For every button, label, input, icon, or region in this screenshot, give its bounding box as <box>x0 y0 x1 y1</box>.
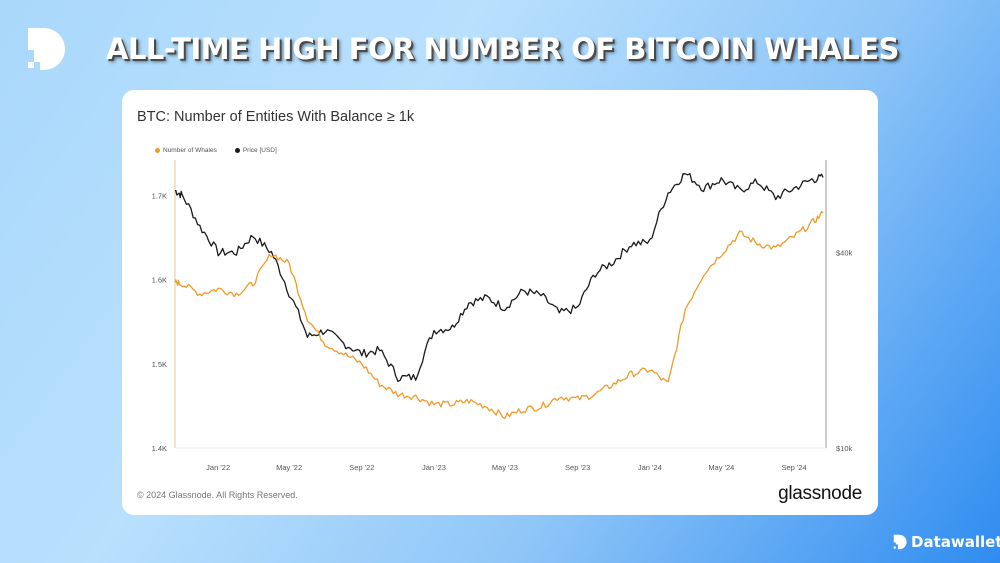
y-left-tick-label: 1.6K <box>152 276 167 285</box>
price-line <box>174 173 824 383</box>
legend-item-price[interactable]: Price [USD] <box>234 147 277 154</box>
y-right-tick-label: $10k <box>836 444 853 453</box>
chart-card: BTC: Number of Entities With Balance ≥ 1… <box>122 90 878 515</box>
chart-plot: 1.7K 1.6K 1.5K 1.4K $40k $10k Jan '22 May '22 Se… <box>152 160 853 472</box>
x-tick-label: May '22 <box>276 463 302 472</box>
x-tick-label: Sep '24 <box>781 463 806 472</box>
x-tick-label: Sep '22 <box>349 463 374 472</box>
y-right-tick-label: $40k <box>836 248 853 257</box>
copyright: © 2024 Glassnode. All Rights Reserved. <box>137 490 298 500</box>
datawallet-logo-icon <box>28 28 65 70</box>
headline: ALL-TIME HIGH FOR NUMBER OF BITCOIN WHAL… <box>106 32 899 66</box>
whales-line <box>174 210 824 420</box>
legend: Number of Whales Price [USD] <box>155 147 277 154</box>
y-left-tick-label: 1.5K <box>152 360 167 369</box>
x-tick-label: Jan '22 <box>206 463 230 472</box>
y-left-tick-label: 1.7K <box>152 191 167 200</box>
x-tick-label: May '23 <box>492 463 518 472</box>
x-tick-label: Jan '23 <box>422 463 446 472</box>
x-tick-label: Sep '23 <box>565 463 590 472</box>
y-left-tick-label: 1.4K <box>152 444 167 453</box>
glassnode-logo: glassnode <box>778 483 862 504</box>
datawallet-brand: Datawallet <box>893 533 1000 551</box>
x-tick-label: May '24 <box>708 463 734 472</box>
x-tick-label: Jan '24 <box>638 463 662 472</box>
legend-item-whales[interactable]: Number of Whales <box>155 147 217 154</box>
chart-title: BTC: Number of Entities With Balance ≥ 1… <box>137 109 415 125</box>
datawallet-icon <box>893 534 907 550</box>
